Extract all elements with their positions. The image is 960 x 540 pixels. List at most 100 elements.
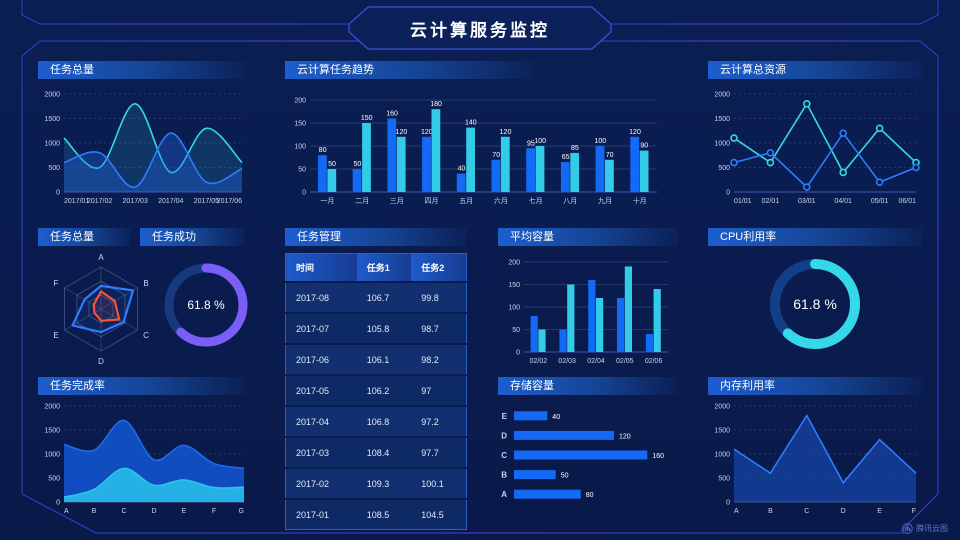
svg-text:F: F xyxy=(212,508,216,515)
table-cell: 98.2 xyxy=(411,343,467,375)
svg-text:2017/02: 2017/02 xyxy=(87,198,112,205)
svg-text:2017/06: 2017/06 xyxy=(217,198,242,205)
svg-text:十月: 十月 xyxy=(633,196,647,205)
memory-usage-line-chart: 0 500 1000 1500 2000 A B C D E F xyxy=(706,396,926,516)
svg-text:150: 150 xyxy=(508,282,520,289)
svg-text:F: F xyxy=(912,508,916,515)
svg-text:2000: 2000 xyxy=(44,92,60,99)
panel-title-cloud-resources: 云计算总资源 xyxy=(708,61,923,79)
panel-title-task-trend: 云计算任务趋势 xyxy=(285,61,533,79)
svg-text:01/01: 01/01 xyxy=(734,198,752,205)
svg-text:B: B xyxy=(143,279,148,288)
table-cell: 2017-03 xyxy=(285,436,357,468)
svg-text:50: 50 xyxy=(512,327,520,334)
svg-text:一月: 一月 xyxy=(320,197,334,205)
svg-text:1500: 1500 xyxy=(714,116,730,123)
svg-text:E: E xyxy=(182,508,187,515)
svg-text:0: 0 xyxy=(302,190,306,197)
avg-capacity-bar-chart: 0 50 100 150 200 02/02 02/03 02/04 02/05 02/06 xyxy=(498,248,680,368)
table-header-cell: 任务1 xyxy=(356,253,412,282)
svg-text:100: 100 xyxy=(594,138,606,145)
svg-text:0: 0 xyxy=(56,500,60,507)
svg-text:03/01: 03/01 xyxy=(798,198,816,205)
storage-capacity-hbar-chart: E 40 D 120 C 160 B 50 A 80 xyxy=(498,396,680,512)
table-cell: 97 xyxy=(411,374,467,406)
svg-text:80: 80 xyxy=(319,147,327,154)
svg-text:65: 65 xyxy=(562,154,570,161)
table-header-cell: 任务2 xyxy=(411,253,467,282)
svg-text:200: 200 xyxy=(294,98,306,105)
svg-text:G: G xyxy=(239,508,244,515)
svg-text:120: 120 xyxy=(421,129,433,136)
table-row: 2017-07 105.8 98.7 xyxy=(285,312,467,344)
cpu-usage-donut-chart: 61.8 % xyxy=(708,246,923,364)
svg-text:61.8 %: 61.8 % xyxy=(187,298,225,312)
svg-text:A: A xyxy=(64,508,69,515)
tasks-radar-chart: A B C D E F xyxy=(40,246,162,368)
table-cell: 2017-02 xyxy=(285,467,357,499)
table-cell: 105.8 xyxy=(356,312,412,344)
svg-text:05/01: 05/01 xyxy=(871,198,889,205)
svg-text:06/01: 06/01 xyxy=(898,198,916,205)
svg-text:85: 85 xyxy=(571,145,579,152)
svg-text:02/03: 02/03 xyxy=(558,358,576,365)
svg-text:140: 140 xyxy=(465,120,477,127)
table-header-cell: 时间 xyxy=(285,253,357,282)
table-cell: 106.7 xyxy=(356,281,412,313)
svg-text:80: 80 xyxy=(586,492,594,499)
table-cell: 106.2 xyxy=(356,374,412,406)
svg-text:C: C xyxy=(501,451,507,460)
svg-text:1500: 1500 xyxy=(44,428,60,435)
svg-text:02/04: 02/04 xyxy=(587,358,605,365)
table-cell: 2017-07 xyxy=(285,312,357,344)
table-cell: 109.3 xyxy=(356,467,412,499)
svg-text:1000: 1000 xyxy=(714,141,730,148)
table-cell: 2017-05 xyxy=(285,374,357,406)
svg-text:E: E xyxy=(877,508,882,515)
cloud-resources-line-chart: 0 500 1000 1500 2000 01/01 02/01 03/01 04/01 05/0… xyxy=(706,84,926,208)
table-cell: 2017-06 xyxy=(285,343,357,375)
svg-text:F: F xyxy=(54,279,59,288)
svg-text:八月: 八月 xyxy=(563,197,577,205)
brand-watermark: 腾讯云图 xyxy=(902,523,948,534)
task-trend-bar-chart: 0 50 100 150 200 一月 二月 三月 四月 五月 六月 七月 八月 九月 十月 80 50 160 1… xyxy=(288,84,665,208)
svg-text:200: 200 xyxy=(508,260,520,267)
svg-text:B: B xyxy=(92,508,97,515)
table-row: 2017-04 106.8 97.2 xyxy=(285,405,467,437)
svg-text:2017/04: 2017/04 xyxy=(158,198,183,205)
svg-text:160: 160 xyxy=(652,453,664,460)
svg-text:02/06: 02/06 xyxy=(645,358,663,365)
task-success-donut-chart: 61.8 % xyxy=(152,248,260,364)
svg-text:70: 70 xyxy=(606,152,614,159)
svg-text:50: 50 xyxy=(328,161,336,168)
panel-title-tasks-total: 任务总量 xyxy=(38,61,245,79)
svg-text:500: 500 xyxy=(48,165,60,172)
panel-title-cpu-usage: CPU利用率 xyxy=(708,228,923,246)
svg-text:2000: 2000 xyxy=(44,404,60,411)
svg-text:九月: 九月 xyxy=(598,196,612,205)
table-row: 2017-03 108.4 97.7 xyxy=(285,436,467,468)
page-title: 云计算服务监控 xyxy=(410,21,550,40)
svg-text:1000: 1000 xyxy=(44,141,60,148)
task-table: 时间 任务1 任务2 2017-08 106.7 99.8 2017-07 105.8 98.7… xyxy=(285,253,467,530)
table-cell: 2017-01 xyxy=(285,498,357,530)
svg-text:2000: 2000 xyxy=(714,92,730,99)
svg-text:2000: 2000 xyxy=(714,404,730,411)
svg-text:120: 120 xyxy=(500,129,512,136)
svg-text:B: B xyxy=(501,471,507,480)
svg-text:04/01: 04/01 xyxy=(834,198,852,205)
svg-text:40: 40 xyxy=(552,414,560,421)
svg-text:100: 100 xyxy=(508,305,520,312)
svg-text:61.8 %: 61.8 % xyxy=(793,296,837,312)
svg-text:0: 0 xyxy=(726,500,730,507)
panel-title-avg-capacity: 平均容量 xyxy=(498,228,678,246)
svg-text:100: 100 xyxy=(294,144,306,151)
task-completion-area-chart: 0 500 1000 1500 2000 A B C D E F G xyxy=(38,396,248,516)
svg-text:02/02: 02/02 xyxy=(530,358,548,365)
svg-text:五月: 五月 xyxy=(459,197,473,205)
svg-text:160: 160 xyxy=(386,110,398,117)
svg-text:三月: 三月 xyxy=(390,197,404,205)
svg-text:D: D xyxy=(841,508,846,515)
table-cell: 108.5 xyxy=(356,498,412,530)
svg-text:150: 150 xyxy=(294,121,306,128)
